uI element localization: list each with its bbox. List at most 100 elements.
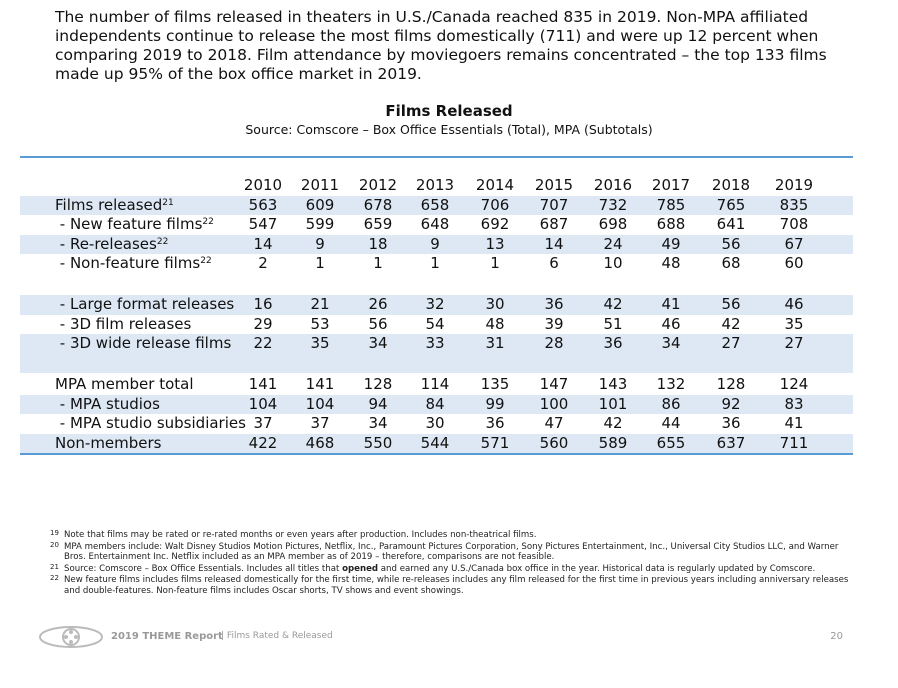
- label-text: Films released: [55, 195, 163, 214]
- table-row: - New feature films22 547 599 659 648 692 687 6…: [20, 215, 853, 235]
- value-cell: 732: [598, 195, 628, 214]
- value-cell: 6: [549, 254, 559, 272]
- value-cell: 147: [539, 375, 569, 393]
- value-cell: 30: [425, 414, 445, 432]
- year-header: 2014: [475, 176, 515, 194]
- row-label: - 3D wide release films: [55, 334, 232, 354]
- footnote: 19 Note that films may be rated or re-rat…: [50, 529, 850, 541]
- year-header: 2017: [651, 176, 691, 194]
- value-cell: 27: [784, 334, 804, 352]
- value-cell: 589: [598, 433, 628, 452]
- value-cell: 637: [716, 433, 746, 452]
- value-cell: 34: [661, 334, 681, 352]
- value-cell: 56: [721, 295, 741, 313]
- table-row: - Large format releases 16 21 26 32 30 36 42 41 5…: [20, 295, 853, 315]
- value-cell: 26: [368, 295, 388, 313]
- footnotes: 19 Note that films may be rated or re-rat…: [50, 529, 850, 597]
- value-cell: 53: [310, 314, 330, 333]
- value-cell: 36: [485, 414, 505, 432]
- value-cell: 36: [721, 414, 741, 432]
- footnote-ref: 21: [162, 197, 174, 208]
- table-row: - 3D film releases 29 53 56 54 48 39 51 46 42 35: [20, 315, 853, 335]
- value-cell: 16: [253, 295, 273, 313]
- value-cell: 698: [598, 215, 628, 233]
- intro-paragraph: The number of films released in theaters…: [55, 8, 827, 83]
- value-cell: 37: [310, 414, 330, 432]
- value-cell: 41: [661, 295, 681, 313]
- footnote-text-after: and earned any U.S./Canada box office in…: [378, 563, 816, 574]
- value-cell: 46: [661, 314, 681, 333]
- page-number: 20: [830, 631, 843, 642]
- value-cell: 835: [779, 195, 809, 214]
- value-cell: 571: [480, 433, 510, 452]
- footnote-number: 20: [50, 540, 59, 549]
- row-label: - MPA studio subsidiaries: [55, 414, 246, 434]
- value-cell: 18: [368, 234, 388, 253]
- report-name: 2019 THEME Report: [111, 631, 223, 642]
- label-text: - New feature films: [55, 215, 203, 233]
- table-source: Source: Comscore – Box Office Essentials…: [245, 122, 653, 137]
- value-cell: 99: [485, 394, 505, 413]
- row-label: - MPA studios: [55, 395, 160, 415]
- row-label: - 3D film releases: [55, 315, 192, 335]
- row-label: - Non-feature films22: [55, 254, 212, 274]
- value-cell: 560: [539, 433, 569, 452]
- footnote: 22 New feature films includes films relea…: [50, 574, 850, 596]
- table-row: Films released21 563 609 678 658 706 707 732 785…: [20, 195, 853, 215]
- value-cell: 31: [485, 334, 505, 352]
- value-cell: 765: [716, 195, 746, 214]
- header-row: 2010 2011 2012 2013 2014 2015 2016 2017 2018 2019: [20, 176, 853, 196]
- value-cell: 35: [784, 314, 804, 333]
- row-label: - New feature films22: [55, 215, 214, 235]
- value-cell: 659: [363, 215, 393, 233]
- value-cell: 104: [248, 394, 278, 413]
- footnote-ref: 22: [156, 236, 169, 247]
- value-cell: 42: [721, 314, 741, 333]
- value-cell: 60: [784, 254, 804, 272]
- footnote: 21 Source: Comscore – Box Office Essentia…: [50, 563, 850, 575]
- table-row: - Non-feature films22 2 1 1 1 1 6 10 48 68 60: [20, 254, 853, 274]
- label-text: MPA member total: [55, 375, 194, 393]
- value-cell: 550: [363, 433, 393, 452]
- value-cell: 84: [425, 394, 445, 413]
- value-cell: 9: [315, 234, 325, 253]
- table-row: - MPA studios 104 104 94 84 99 100 101 86 92 83: [20, 394, 853, 415]
- year-header: 2019: [774, 176, 814, 194]
- value-cell: 128: [716, 375, 746, 393]
- footnote: 20 MPA members include: Walt Disney Studi…: [50, 540, 850, 563]
- value-cell: 46: [784, 295, 804, 313]
- value-cell: 34: [368, 414, 388, 432]
- value-cell: 28: [544, 334, 564, 352]
- films-table: 2010 2011 2012 2013 2014 2015 2016 2017 2018 2019…: [20, 156, 853, 455]
- value-cell: 13: [485, 234, 505, 253]
- value-cell: 67: [784, 234, 804, 253]
- value-cell: 114: [420, 375, 450, 393]
- value-cell: 33: [425, 334, 445, 352]
- value-cell: 711: [779, 433, 809, 452]
- value-cell: 83: [784, 394, 804, 413]
- table-bottom-rule: [20, 453, 853, 455]
- value-cell: 101: [598, 394, 628, 413]
- footnote-ref: 22: [200, 256, 212, 266]
- value-cell: 104: [305, 394, 335, 413]
- table-row: - Re-releases22 14 9 18 9 13 14 24 49 56 67: [20, 234, 853, 254]
- value-cell: 86: [661, 394, 681, 413]
- value-cell: 1: [430, 254, 440, 272]
- value-cell: 39: [544, 314, 564, 333]
- table-row: - MPA studio subsidiaries 37 37 34 30 36 47 42 4…: [20, 414, 853, 434]
- value-cell: 49: [661, 234, 681, 253]
- footnote-text: Source: Comscore – Box Office Essentials…: [64, 563, 343, 574]
- footnote-text: Note that films may be rated or re-rated…: [64, 530, 537, 540]
- label-text: - MPA studio subsidiaries: [55, 414, 246, 432]
- year-header: 2018: [711, 176, 751, 194]
- value-cell: 41: [784, 414, 804, 432]
- value-cell: 692: [480, 215, 510, 233]
- row-label: - Large format releases: [55, 295, 234, 315]
- value-cell: 42: [603, 414, 623, 432]
- value-cell: 54: [425, 314, 445, 333]
- value-cell: 141: [305, 375, 335, 393]
- logo: [39, 626, 103, 648]
- value-cell: 648: [420, 215, 450, 233]
- value-cell: 422: [248, 433, 278, 452]
